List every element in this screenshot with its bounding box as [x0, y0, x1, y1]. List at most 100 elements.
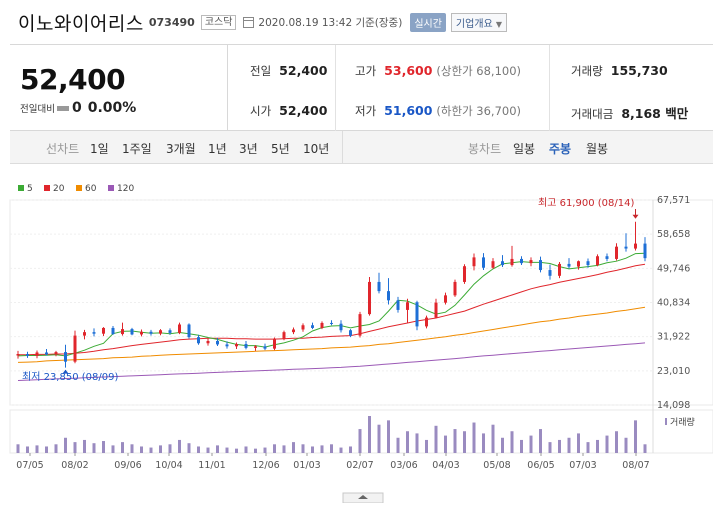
- candle: [425, 315, 428, 329]
- volume-bar: [605, 435, 609, 453]
- candle: [16, 350, 20, 359]
- ma120-line: [17, 342, 646, 381]
- x-tick-label: 10/04: [155, 460, 182, 471]
- candle: [206, 338, 210, 346]
- candle: [415, 300, 419, 331]
- candle-chart-label[interactable]: 봉차트: [468, 142, 502, 156]
- volume-bar: [206, 447, 210, 453]
- line-chart-label[interactable]: 선차트: [46, 142, 80, 156]
- volume-bar: [130, 444, 134, 453]
- volume-bar: [425, 439, 428, 453]
- candle: [111, 326, 115, 335]
- volume-bar: [482, 433, 485, 453]
- period-1w[interactable]: 1주일: [122, 142, 152, 156]
- volume-bars: [16, 416, 647, 453]
- candle: [178, 322, 181, 335]
- candle: [273, 337, 276, 351]
- volume-bar: [311, 446, 314, 453]
- legend-label-60: 60: [85, 184, 97, 194]
- volume-bar: [64, 437, 67, 453]
- stock-chart[interactable]: 5 20 60 120 67,571 58,658 49,746 40,834 31,9…: [0, 164, 713, 504]
- legend-label-120: 120: [117, 184, 134, 194]
- period-3y[interactable]: 3년: [239, 142, 258, 156]
- price-summary: 52,400 전일대비 0 0.00% 전일 52,400 시가 52,400 …: [10, 44, 713, 131]
- volume-bar: [491, 424, 495, 453]
- candle: [453, 279, 457, 297]
- candle-body: [358, 314, 362, 336]
- company-overview-button[interactable]: 기업개요 ▼: [450, 12, 508, 32]
- candle-body: [235, 344, 238, 347]
- candle: [263, 343, 267, 351]
- period-10y[interactable]: 10년: [303, 142, 330, 156]
- volume-bar: [539, 429, 542, 453]
- candlestick-chart-svg[interactable]: 5 20 60 120 67,571 58,658 49,746 40,834 31,9…: [0, 164, 713, 504]
- high-value: 53,600: [384, 63, 433, 78]
- candle-body: [643, 243, 647, 259]
- candle-body: [586, 261, 590, 266]
- candle: [434, 298, 438, 319]
- candle-body: [406, 302, 409, 310]
- volume-bar: [121, 442, 124, 453]
- x-tick-label: 08/02: [61, 460, 88, 471]
- candle-body: [463, 266, 466, 282]
- candle-body: [387, 291, 390, 301]
- candle: [159, 329, 162, 336]
- candle-body: [605, 256, 609, 259]
- candle: [282, 330, 286, 341]
- y-axis-ticks: 67,571 58,658 49,746 40,834 31,922 23,010 14,0…: [657, 195, 690, 411]
- candle: [92, 328, 96, 337]
- candle-body: [311, 325, 314, 328]
- candle-body: [244, 344, 248, 348]
- candle: [567, 258, 571, 269]
- candle-body: [539, 260, 542, 271]
- low-arrowhead-icon: [62, 369, 69, 374]
- volume-bar: [501, 437, 504, 453]
- company-overview-label: 기업개요: [455, 18, 493, 30]
- candle: [624, 233, 628, 252]
- calendar-icon: [243, 16, 255, 28]
- volume-bar: [406, 431, 409, 453]
- legend-swatch-20: [44, 185, 50, 191]
- period-3m[interactable]: 3개월: [166, 142, 196, 156]
- candle-body: [83, 332, 86, 336]
- chevron-up-icon[interactable]: [358, 495, 368, 499]
- x-tick-label: 12/06: [252, 460, 279, 471]
- candle-body: [415, 302, 419, 327]
- candle-body: [577, 261, 580, 267]
- candle-monthly[interactable]: 월봉: [586, 142, 609, 156]
- candle-body: [111, 327, 115, 335]
- candle-body: [225, 344, 229, 347]
- candle-daily[interactable]: 일봉: [513, 142, 536, 156]
- candle-weekly[interactable]: 주봉: [549, 142, 572, 156]
- y-tick-label: 31,922: [657, 332, 690, 343]
- volume-bar: [35, 445, 39, 453]
- candle-body: [263, 346, 267, 349]
- volume-bar: [396, 437, 400, 453]
- volume-bar: [140, 446, 143, 453]
- period-5y[interactable]: 5년: [271, 142, 290, 156]
- candle: [187, 323, 191, 339]
- period-1y[interactable]: 1년: [208, 142, 227, 156]
- volume-bar: [548, 442, 552, 453]
- volume-bar: [510, 431, 514, 453]
- low-annotation: 최저 23,850 (08/09): [22, 369, 118, 383]
- candle-body: [301, 325, 305, 330]
- y-tick-label: 23,010: [657, 366, 690, 377]
- volume-bar: [358, 429, 362, 453]
- trade-amount-label: 거래대금: [571, 107, 614, 121]
- legend-swatch-5: [18, 185, 24, 191]
- open-stat: 시가 52,400: [250, 103, 327, 119]
- trade-amount-stat: 거래대금 8,168 백만: [571, 103, 688, 122]
- candle: [311, 322, 314, 330]
- market-badge: 코스닥: [200, 14, 237, 30]
- candle: [197, 334, 200, 345]
- candle-body: [320, 322, 324, 328]
- volume-bar: [225, 447, 229, 453]
- realtime-button[interactable]: 실시간: [410, 12, 446, 32]
- prev-close-label: 전일: [250, 64, 272, 78]
- volume-bar: [235, 448, 238, 453]
- volume-bar: [187, 443, 191, 453]
- volume-bar: [624, 437, 628, 453]
- candle-body: [339, 323, 343, 331]
- period-1d[interactable]: 1일: [90, 142, 109, 156]
